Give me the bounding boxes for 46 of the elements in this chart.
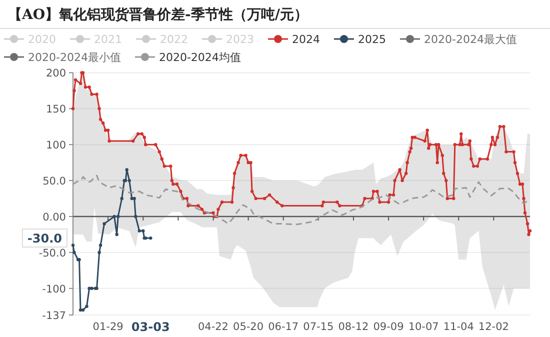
- x-tick-label: 06-17: [268, 321, 299, 333]
- text: -30.0: [27, 232, 62, 246]
- text: 03-03: [131, 320, 170, 334]
- legend-label: 2020-2024最小值: [28, 51, 121, 64]
- point: [132, 196, 136, 200]
- x-tick-label: 10-07: [408, 321, 439, 333]
- y-tick-label: 100: [46, 140, 66, 152]
- chart-title: 【AO】氧化铝现货晋鲁价差-季节性（万吨/元）: [8, 6, 308, 23]
- x-tick-label: 11-04: [443, 321, 474, 333]
- point: [116, 214, 120, 218]
- y-tick-label: 50.0: [42, 176, 66, 188]
- y-tick-label: -137: [42, 310, 66, 322]
- point: [81, 308, 85, 312]
- point: [85, 304, 88, 308]
- point: [72, 250, 76, 254]
- x-tick-label: 01-29: [92, 321, 124, 333]
- point: [130, 196, 134, 200]
- point: [120, 196, 124, 200]
- x-tick-label: 08-12: [338, 321, 369, 333]
- x-tick-label: 12-02: [478, 321, 509, 333]
- x-tick-label: 07-15: [303, 321, 334, 333]
- legend-label: 2025: [358, 33, 386, 46]
- legend-label: 2024: [292, 33, 320, 46]
- x-tick-label: 04-22: [198, 321, 228, 333]
- y-tick-label: 0.00: [42, 212, 66, 224]
- point: [149, 236, 152, 240]
- x-tick-label: 09-09: [373, 321, 404, 333]
- legend-label: 2020-2024最大值: [424, 33, 517, 46]
- point: [98, 250, 101, 254]
- point: [112, 214, 116, 218]
- point: [125, 168, 128, 172]
- y-tick-label: -50.0: [38, 247, 66, 260]
- point: [102, 222, 106, 226]
- point: [115, 232, 118, 236]
- point: [128, 178, 131, 182]
- point: [71, 244, 75, 247]
- y-tick-label: 200: [46, 68, 66, 80]
- point: [134, 214, 138, 218]
- legend-label: 2020-2024均值: [158, 51, 241, 64]
- point: [138, 229, 141, 232]
- point: [90, 286, 94, 290]
- y-tick-label: 150: [46, 104, 66, 116]
- x-tick-label: 05-20: [233, 321, 264, 333]
- point: [142, 229, 145, 232]
- point: [98, 244, 102, 247]
- y-tick-label: -100: [42, 283, 66, 296]
